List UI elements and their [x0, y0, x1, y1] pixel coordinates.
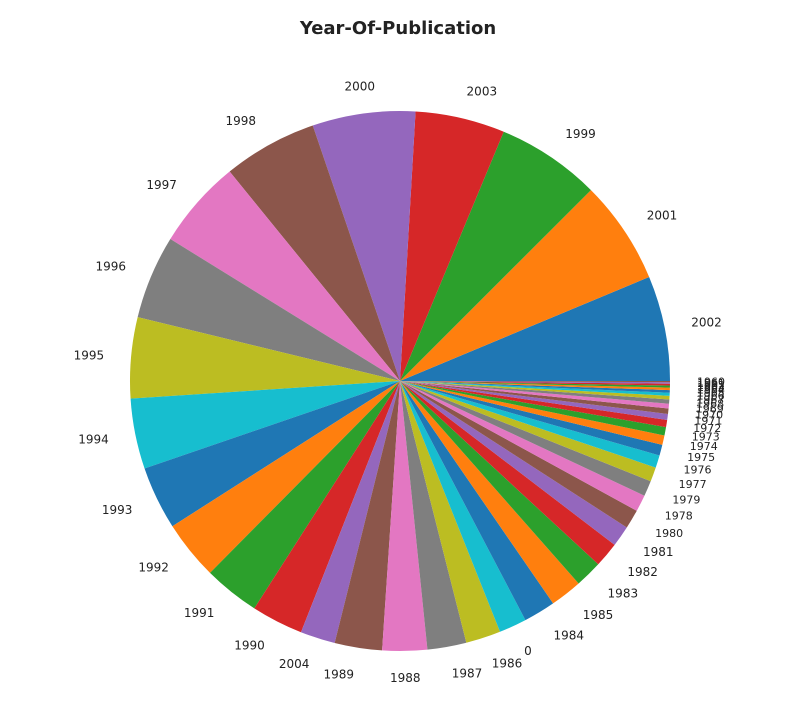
- slice-label-1981: 1981: [643, 545, 674, 559]
- pie-slice-1964: [400, 381, 670, 391]
- pie-slice-1984: [400, 381, 554, 621]
- pie-slice-1978: [400, 381, 645, 511]
- pie-slice-1977: [400, 381, 656, 482]
- pie-slice-2001: [400, 190, 650, 381]
- pie-slice-1975: [400, 381, 663, 456]
- slice-label-1998: 1998: [226, 114, 257, 128]
- slice-label-1973: 1973: [692, 430, 720, 443]
- slice-label-1988: 1988: [390, 671, 421, 685]
- slice-label-1960: 1960: [697, 376, 725, 389]
- pie-slice-1969: [400, 381, 670, 409]
- slice-label-1980: 1980: [655, 527, 683, 540]
- pie-slice-1960: [400, 381, 671, 383]
- pie-slice-1967: [400, 381, 670, 400]
- pie-slice-1970: [400, 381, 669, 414]
- slice-label-1962: 1962: [697, 379, 725, 392]
- pie-slices: [129, 111, 671, 652]
- slice-label-1978: 1978: [665, 510, 693, 523]
- slice-label-1975: 1975: [687, 451, 715, 464]
- slice-label-1976: 1976: [683, 464, 711, 477]
- pie-slice-2003: [400, 111, 504, 381]
- pie-slice-1983: [400, 381, 599, 584]
- pie-slice-1973: [400, 381, 667, 436]
- pie-slice-1968: [400, 381, 670, 404]
- pie-slice-1985: [400, 381, 579, 604]
- slice-label-1967: 1967: [696, 393, 724, 406]
- slice-label-1983: 1983: [608, 586, 639, 600]
- pie-slice-1987: [400, 381, 467, 650]
- pie-slice-2002: [400, 276, 670, 381]
- pie-slice-1976: [400, 381, 660, 468]
- pie-slice-0: [400, 381, 526, 632]
- pie-slice-1994: [130, 381, 400, 469]
- slice-label-1992: 1992: [138, 561, 169, 575]
- slice-label-1961: 1961: [697, 377, 725, 390]
- pie-slice-1965: [400, 381, 670, 393]
- slice-label-0: 0: [524, 644, 532, 658]
- slice-label-1971: 1971: [694, 415, 722, 428]
- slice-label-1993: 1993: [102, 503, 133, 517]
- pie-slice-1979: [400, 381, 651, 496]
- slice-label-2001: 2001: [647, 209, 678, 223]
- pie-slice-1971: [400, 381, 668, 420]
- slice-label-2004: 2004: [279, 657, 310, 671]
- pie-slice-1993: [144, 381, 400, 527]
- slice-label-1997: 1997: [146, 178, 177, 192]
- pie-slice-1963: [400, 381, 670, 388]
- slice-label-1966: 1966: [697, 390, 725, 403]
- pie-slice-2000: [312, 111, 416, 382]
- slice-label-1990: 1990: [234, 638, 265, 652]
- slice-label-1999: 1999: [565, 127, 596, 141]
- pie-slice-1972: [400, 381, 668, 428]
- slice-label-1974: 1974: [690, 440, 718, 453]
- slice-label-2002: 2002: [691, 316, 722, 330]
- slice-label-2003: 2003: [467, 85, 498, 99]
- pie-slice-1981: [400, 381, 627, 545]
- slice-label-2000: 2000: [345, 80, 376, 94]
- pie-slice-1962: [400, 381, 670, 386]
- slice-label-1963: 1963: [697, 381, 725, 394]
- slice-label-1977: 1977: [679, 478, 707, 491]
- slice-label-1964: 1964: [697, 384, 725, 397]
- pie-slice-1986: [400, 381, 501, 643]
- pie-slice-1990: [254, 381, 400, 633]
- pie-slice-1966: [400, 381, 670, 396]
- pie-labels: 2002 2001 1999 2003 2000 1998 1997 1996 1995 1994…: [74, 80, 725, 685]
- slice-label-1991: 1991: [184, 606, 215, 620]
- chart-title: Year-Of-Publication: [299, 18, 496, 39]
- slice-label-1987: 1987: [452, 666, 483, 680]
- pie-slice-1989: [334, 381, 400, 651]
- slice-label-1996: 1996: [95, 259, 126, 273]
- slice-label-1986: 1986: [492, 656, 523, 670]
- pie-slice-1992: [172, 381, 400, 573]
- pie-slice-1998: [229, 125, 400, 382]
- slice-label-1982: 1982: [627, 565, 658, 579]
- slice-label-1995: 1995: [74, 348, 105, 362]
- pie-slice-1988: [382, 381, 428, 652]
- pie-slice-2004: [300, 381, 400, 643]
- slice-label-1970: 1970: [695, 408, 723, 421]
- slice-label-1994: 1994: [78, 432, 109, 446]
- pie-slice-1996: [137, 239, 400, 381]
- slice-label-1984: 1984: [553, 628, 584, 642]
- slice-label-1969: 1969: [696, 403, 724, 416]
- pie-slice-1991: [210, 381, 400, 609]
- slice-label-1965: 1965: [697, 387, 725, 400]
- pie-slice-1999: [400, 131, 591, 381]
- pie-slice-1997: [170, 171, 400, 381]
- slice-label-1989: 1989: [323, 667, 354, 681]
- pie-slice-1961: [400, 381, 670, 384]
- pie-slice-1980: [400, 381, 637, 528]
- pie-slice-1995: [129, 317, 400, 399]
- pie-slice-1974: [400, 381, 665, 445]
- slice-label-1979: 1979: [672, 493, 700, 506]
- slice-label-1968: 1968: [696, 398, 724, 411]
- slice-label-1972: 1972: [693, 422, 721, 435]
- slice-label-1985: 1985: [583, 608, 614, 622]
- pie-slice-1982: [400, 381, 615, 565]
